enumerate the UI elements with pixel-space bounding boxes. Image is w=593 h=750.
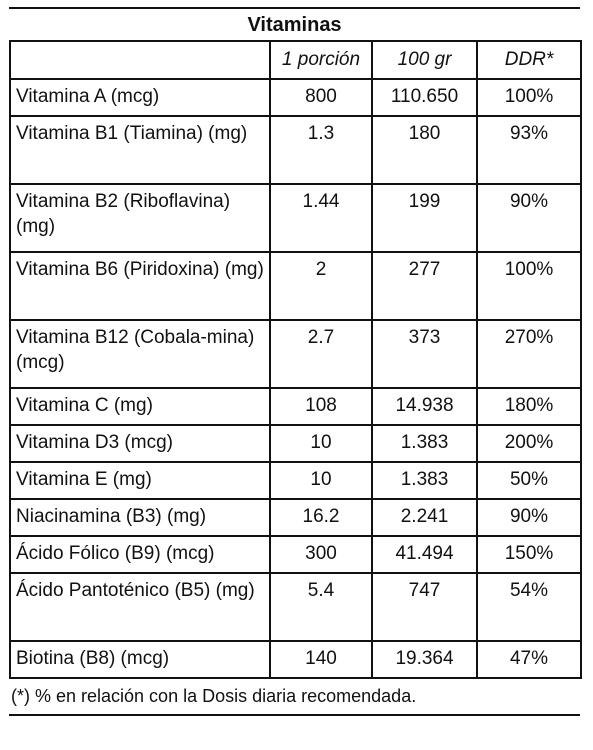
header-portion: 1 porción (269, 40, 373, 80)
table-row: Biotina (B8) (mcg) 140 19.364 47% (9, 640, 582, 679)
portion-cell: 140 (269, 640, 373, 679)
nutrient-cell: Vitamina B2 (Riboflavina) (mg) (9, 183, 271, 253)
vitamins-panel: Vitaminas 1 porción 100 gr DDR* Vitamina… (9, 0, 582, 716)
per100g-cell: 180 (371, 115, 478, 185)
table-row: Vitamina D3 (mcg) 10 1.383 200% (9, 424, 582, 463)
nutrient-cell: Ácido Fólico (B9) (mcg) (9, 535, 271, 574)
header-row: 1 porción 100 gr DDR* (9, 40, 582, 80)
ddr-cell: 90% (476, 498, 582, 537)
ddr-cell: 50% (476, 461, 582, 500)
nutrient-cell: Vitamina B1 (Tiamina) (mg) (9, 115, 271, 185)
ddr-cell: 100% (476, 251, 582, 321)
table-row: Vitamina C (mg) 108 14.938 180% (9, 387, 582, 426)
table-row: Vitamina B1 (Tiamina) (mg) 1.3 180 93% (9, 115, 582, 185)
bottom-rule (9, 714, 580, 716)
per100g-cell: 19.364 (371, 640, 478, 679)
header-ddr: DDR* (476, 40, 582, 80)
per100g-cell: 41.494 (371, 535, 478, 574)
ddr-cell: 47% (476, 640, 582, 679)
per100g-cell: 747 (371, 572, 478, 642)
per100g-cell: 14.938 (371, 387, 478, 426)
table-row: Vitamina B6 (Piridoxina) (mg) 2 277 100% (9, 251, 582, 321)
portion-cell: 10 (269, 461, 373, 500)
nutrient-cell: Vitamina D3 (mcg) (9, 424, 271, 463)
per100g-cell: 199 (371, 183, 478, 253)
ddr-cell: 54% (476, 572, 582, 642)
nutrient-cell: Ácido Pantoténico (B5) (mg) (9, 572, 271, 642)
per100g-cell: 277 (371, 251, 478, 321)
portion-cell: 108 (269, 387, 373, 426)
header-100g: 100 gr (371, 40, 478, 80)
table-row: Ácido Fólico (B9) (mcg) 300 41.494 150% (9, 535, 582, 574)
ddr-cell: 180% (476, 387, 582, 426)
portion-cell: 1.3 (269, 115, 373, 185)
portion-cell: 16.2 (269, 498, 373, 537)
table-row: Vitamina A (mcg) 800 110.650 100% (9, 78, 582, 117)
vitamins-table: 1 porción 100 gr DDR* Vitamina A (mcg) 80… (9, 40, 582, 679)
nutrient-cell: Vitamina B12 (Cobala-mina) (mcg) (9, 319, 271, 389)
portion-cell: 5.4 (269, 572, 373, 642)
portion-cell: 300 (269, 535, 373, 574)
nutrient-cell: Vitamina B6 (Piridoxina) (mg) (9, 251, 271, 321)
per100g-cell: 373 (371, 319, 478, 389)
table-row: Vitamina E (mg) 10 1.383 50% (9, 461, 582, 500)
portion-cell: 800 (269, 78, 373, 117)
footnote: (*) % en relación con la Dosis diaria re… (11, 686, 417, 706)
table-row: Vitamina B2 (Riboflavina) (mg) 1.44 199 90% (9, 183, 582, 253)
portion-cell: 2.7 (269, 319, 373, 389)
table-title: Vitaminas (247, 14, 342, 36)
ddr-cell: 150% (476, 535, 582, 574)
per100g-cell: 1.383 (371, 461, 478, 500)
table-row: Ácido Pantoténico (B5) (mg) 5.4 747 54% (9, 572, 582, 642)
nutrient-cell: Biotina (B8) (mcg) (9, 640, 271, 679)
top-rule (9, 7, 580, 16)
table-row: Niacinamina (B3) (mg) 16.2 2.241 90% (9, 498, 582, 537)
nutrient-cell: Vitamina C (mg) (9, 387, 271, 426)
nutrient-cell: Vitamina E (mg) (9, 461, 271, 500)
portion-cell: 2 (269, 251, 373, 321)
header-nutrient (9, 40, 271, 80)
per100g-cell: 2.241 (371, 498, 478, 537)
per100g-cell: 1.383 (371, 424, 478, 463)
ddr-cell: 100% (476, 78, 582, 117)
table-row: Vitamina B12 (Cobala-mina) (mcg) 2.7 373 27… (9, 319, 582, 389)
nutrient-cell: Niacinamina (B3) (mg) (9, 498, 271, 537)
ddr-cell: 270% (476, 319, 582, 389)
ddr-cell: 90% (476, 183, 582, 253)
nutrient-cell: Vitamina A (mcg) (9, 78, 271, 117)
ddr-cell: 200% (476, 424, 582, 463)
portion-cell: 1.44 (269, 183, 373, 253)
ddr-cell: 93% (476, 115, 582, 185)
per100g-cell: 110.650 (371, 78, 478, 117)
portion-cell: 10 (269, 424, 373, 463)
